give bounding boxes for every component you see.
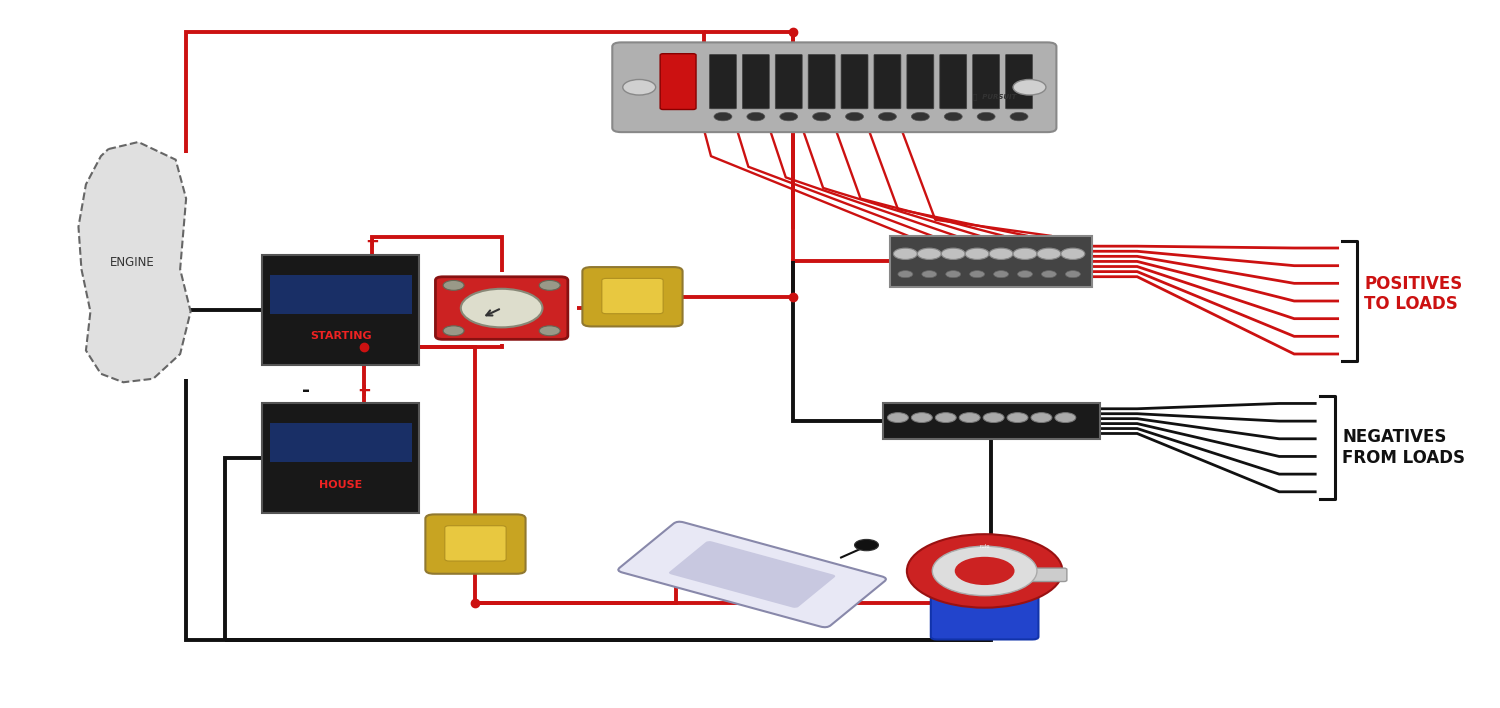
Circle shape: [442, 326, 464, 336]
FancyBboxPatch shape: [612, 42, 1056, 132]
FancyBboxPatch shape: [891, 236, 1092, 287]
Circle shape: [946, 270, 960, 278]
Circle shape: [982, 413, 1004, 423]
Circle shape: [958, 413, 980, 423]
Text: Ⓟ  PURSUIT: Ⓟ PURSUIT: [974, 93, 1017, 101]
Circle shape: [442, 280, 464, 290]
FancyBboxPatch shape: [426, 515, 525, 573]
Circle shape: [912, 413, 933, 423]
Circle shape: [1013, 79, 1046, 95]
FancyBboxPatch shape: [669, 541, 836, 608]
Circle shape: [918, 248, 942, 259]
FancyBboxPatch shape: [1023, 568, 1066, 581]
Circle shape: [879, 113, 897, 121]
Circle shape: [894, 248, 918, 259]
Circle shape: [908, 534, 1062, 607]
Circle shape: [1060, 248, 1084, 259]
Circle shape: [622, 79, 656, 95]
Circle shape: [460, 289, 543, 327]
Circle shape: [898, 270, 914, 278]
FancyBboxPatch shape: [776, 55, 802, 109]
FancyBboxPatch shape: [660, 54, 696, 110]
Text: -: -: [303, 381, 310, 400]
Circle shape: [538, 326, 560, 336]
FancyBboxPatch shape: [435, 277, 568, 339]
Text: STARTING: STARTING: [310, 331, 372, 341]
FancyBboxPatch shape: [808, 55, 836, 109]
Circle shape: [988, 248, 1012, 259]
FancyBboxPatch shape: [932, 584, 1038, 639]
FancyBboxPatch shape: [884, 404, 1100, 439]
Circle shape: [1007, 413, 1028, 423]
Circle shape: [813, 113, 831, 121]
FancyBboxPatch shape: [742, 55, 770, 109]
FancyBboxPatch shape: [602, 278, 663, 314]
Circle shape: [1010, 113, 1028, 121]
Text: ENGINE: ENGINE: [110, 256, 154, 268]
Text: POSITIVES
TO LOADS: POSITIVES TO LOADS: [1365, 275, 1462, 314]
Text: +: +: [357, 382, 372, 400]
FancyBboxPatch shape: [618, 522, 886, 627]
Circle shape: [1054, 413, 1076, 423]
Circle shape: [964, 248, 988, 259]
FancyBboxPatch shape: [262, 255, 420, 365]
Circle shape: [747, 113, 765, 121]
Polygon shape: [78, 142, 190, 382]
Circle shape: [922, 270, 938, 278]
Circle shape: [1017, 270, 1032, 278]
Text: NEGATIVES
FROM LOADS: NEGATIVES FROM LOADS: [1342, 428, 1466, 467]
Circle shape: [855, 539, 879, 551]
FancyBboxPatch shape: [262, 404, 420, 513]
Circle shape: [1036, 248, 1060, 259]
FancyBboxPatch shape: [270, 275, 413, 314]
Circle shape: [993, 270, 1008, 278]
Circle shape: [1041, 270, 1056, 278]
FancyBboxPatch shape: [582, 267, 682, 326]
FancyBboxPatch shape: [842, 55, 868, 109]
Circle shape: [1013, 248, 1036, 259]
Text: rule: rule: [980, 544, 990, 549]
Circle shape: [945, 113, 962, 121]
Circle shape: [1065, 270, 1080, 278]
Circle shape: [933, 546, 1036, 595]
FancyBboxPatch shape: [270, 423, 413, 462]
FancyBboxPatch shape: [940, 55, 966, 109]
Circle shape: [714, 113, 732, 121]
FancyBboxPatch shape: [972, 55, 999, 109]
FancyBboxPatch shape: [710, 55, 736, 109]
Circle shape: [912, 113, 930, 121]
FancyBboxPatch shape: [446, 526, 506, 561]
FancyBboxPatch shape: [1005, 55, 1032, 109]
Circle shape: [1030, 413, 1051, 423]
Circle shape: [538, 280, 560, 290]
Circle shape: [976, 113, 994, 121]
Circle shape: [936, 413, 956, 423]
FancyBboxPatch shape: [908, 55, 934, 109]
Circle shape: [954, 556, 1014, 585]
Text: +: +: [366, 234, 380, 251]
Circle shape: [942, 248, 964, 259]
Circle shape: [780, 113, 798, 121]
Circle shape: [969, 270, 984, 278]
Circle shape: [846, 113, 864, 121]
Text: HOUSE: HOUSE: [320, 480, 363, 490]
Circle shape: [888, 413, 909, 423]
FancyBboxPatch shape: [874, 55, 902, 109]
